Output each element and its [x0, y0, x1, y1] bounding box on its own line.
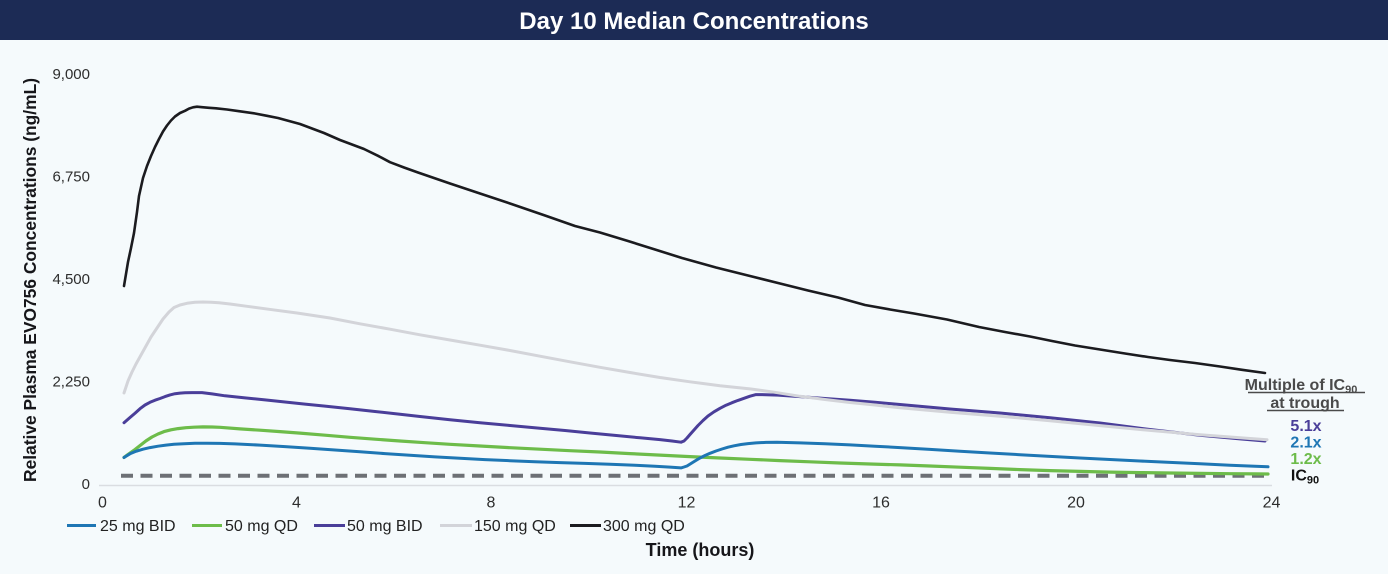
svg-text:5.1x: 5.1x: [1290, 418, 1321, 435]
svg-text:Time (hours): Time (hours): [646, 540, 755, 560]
svg-text:8: 8: [487, 495, 496, 512]
svg-text:12: 12: [678, 495, 696, 512]
svg-text:2,250: 2,250: [52, 374, 90, 391]
svg-text:9,000: 9,000: [52, 66, 90, 83]
svg-text:25 mg BID: 25 mg BID: [100, 518, 176, 535]
svg-text:150 mg QD: 150 mg QD: [474, 518, 556, 535]
svg-text:0: 0: [98, 495, 107, 512]
svg-text:Relative Plasma EVO756 Concent: Relative Plasma EVO756 Concentrations (n…: [20, 78, 40, 482]
svg-text:300 mg QD: 300 mg QD: [603, 518, 685, 535]
svg-text:16: 16: [872, 495, 890, 512]
svg-text:4: 4: [292, 495, 301, 512]
svg-text:0: 0: [82, 476, 90, 493]
svg-text:50 mg QD: 50 mg QD: [225, 518, 298, 535]
svg-text:4,500: 4,500: [52, 271, 90, 288]
svg-text:1.2x: 1.2x: [1290, 451, 1321, 468]
svg-text:2.1x: 2.1x: [1290, 435, 1321, 452]
svg-text:50 mg BID: 50 mg BID: [347, 518, 423, 535]
svg-text:at trough: at trough: [1270, 395, 1339, 412]
svg-text:20: 20: [1067, 495, 1085, 512]
svg-text:24: 24: [1263, 495, 1281, 512]
svg-text:IC90: IC90: [1291, 468, 1319, 487]
svg-text:6,750: 6,750: [52, 169, 90, 186]
